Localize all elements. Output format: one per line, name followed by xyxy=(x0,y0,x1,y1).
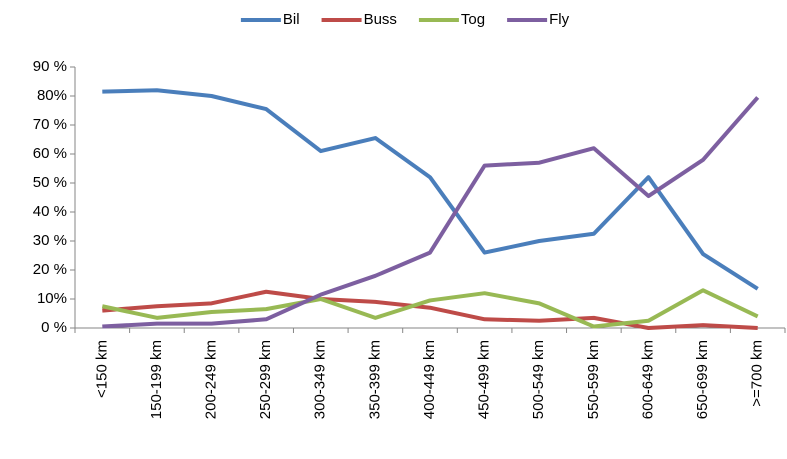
data-line xyxy=(101,288,759,329)
x-tick-label: 450-499 km xyxy=(476,340,493,419)
legend-label: Tog xyxy=(461,11,485,28)
x-tick-label: <150 km xyxy=(93,340,110,398)
x-tick-label: 150-199 km xyxy=(148,340,165,419)
x-tick-label: 500-549 km xyxy=(530,340,547,419)
legend: Bil Buss Tog Fly xyxy=(240,11,570,28)
x-tick-label: 250-299 km xyxy=(257,340,274,419)
y-tick-label: 10% xyxy=(37,290,67,307)
x-tick-label: >=700 km xyxy=(749,340,766,407)
y-tick-label: 30 % xyxy=(33,232,67,249)
data-line xyxy=(102,96,760,329)
legend-label: Fly xyxy=(549,11,569,28)
y-tick-label: 50 % xyxy=(33,174,67,191)
y-tick-label: 70 % xyxy=(33,116,67,133)
y-tick-label: 20 % xyxy=(33,261,67,278)
x-tick-label: 550-599 km xyxy=(585,340,602,419)
x-tick-label: 300-349 km xyxy=(312,340,329,419)
data-line xyxy=(102,289,758,330)
x-tick-label: 200-249 km xyxy=(203,340,220,419)
x-tick-label: 650-699 km xyxy=(694,340,711,419)
y-tick-label: 80% xyxy=(37,87,67,104)
legend-label: Buss xyxy=(364,11,397,28)
y-tick-label: 60 % xyxy=(33,145,67,162)
x-tick-label: 400-449 km xyxy=(421,340,438,419)
x-tick-label: 600-649 km xyxy=(639,340,656,419)
y-tick-label: 40 % xyxy=(33,203,67,220)
legend-label: Bil xyxy=(283,11,300,28)
data-line xyxy=(102,88,759,291)
y-tick-label: 0 % xyxy=(41,319,67,336)
y-tick-label: 90 % xyxy=(33,58,67,75)
x-tick-label: 350-399 km xyxy=(366,340,383,419)
